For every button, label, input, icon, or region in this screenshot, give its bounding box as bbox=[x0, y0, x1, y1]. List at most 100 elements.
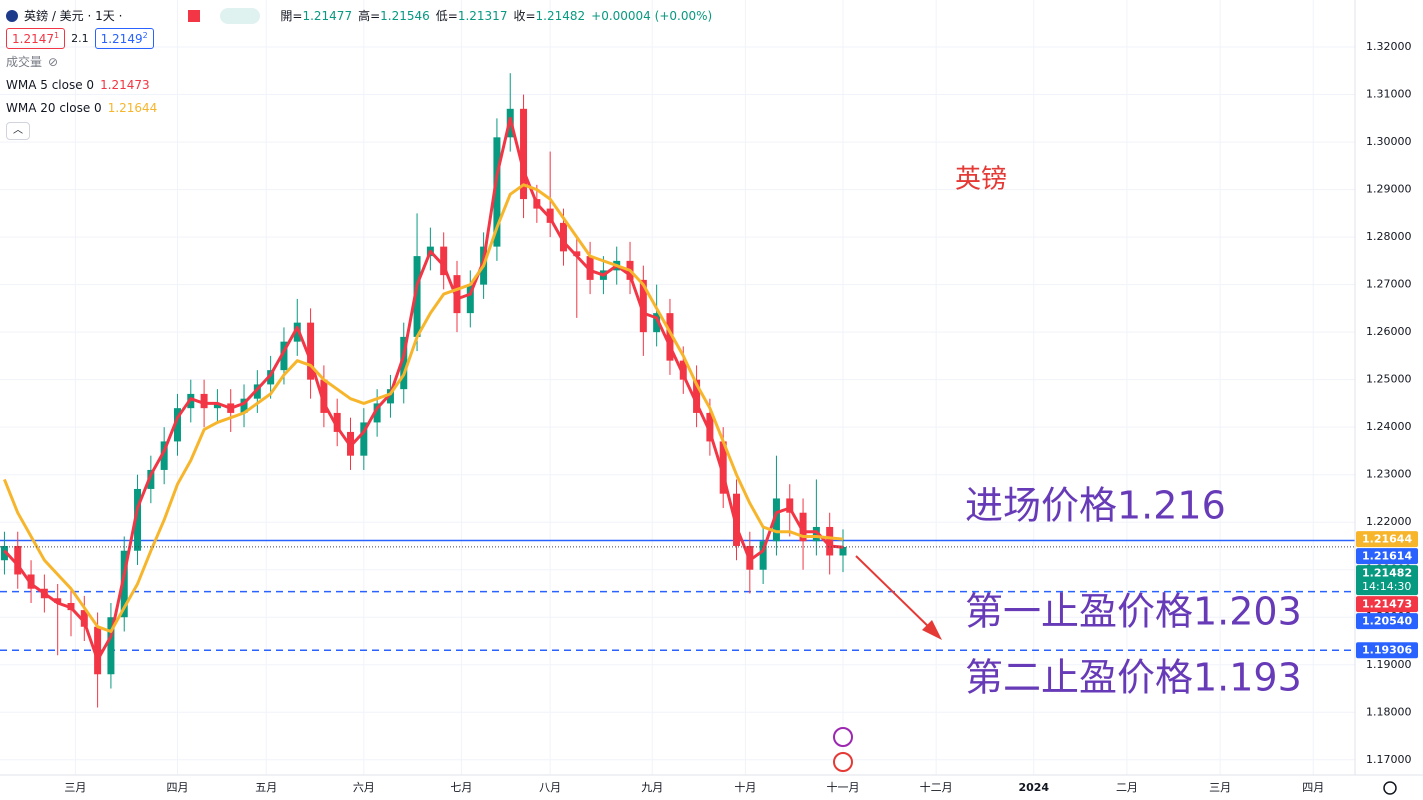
y-tick-label: 1.25000 bbox=[1366, 373, 1412, 386]
candle-body bbox=[653, 313, 661, 333]
arrow bbox=[855, 555, 935, 633]
ohlc-item: 收=1.21482 bbox=[513, 7, 585, 24]
candle-body bbox=[0, 545, 8, 561]
buy-price: 1.2149 bbox=[100, 32, 143, 46]
y-tick-label: 1.32000 bbox=[1366, 40, 1412, 53]
y-tick-label: 1.18000 bbox=[1366, 705, 1412, 718]
candle-body bbox=[94, 626, 102, 675]
price-label-box bbox=[1356, 596, 1418, 613]
x-tick-label: 十二月 bbox=[920, 780, 953, 794]
y-tick-label: 1.29000 bbox=[1366, 183, 1412, 196]
legend: 英鎊 / 美元 · 1天 · 開=1.21477 高=1.21546 低=1.213… bbox=[6, 4, 712, 142]
price-label: 1.21644 bbox=[1362, 533, 1412, 546]
y-tick-label: 1.22000 bbox=[1366, 515, 1412, 528]
x-tick-label: 九月 bbox=[641, 781, 663, 794]
candle-body bbox=[80, 610, 88, 627]
candle-body bbox=[320, 379, 328, 413]
symbol: 英鎊 / 美元 · 1天 · bbox=[24, 9, 123, 23]
x-tick-label: 八月 bbox=[539, 781, 561, 794]
candle-body bbox=[14, 545, 22, 575]
price-label-box bbox=[1356, 613, 1418, 630]
wma5-row: WMA 5 close 0 1.21473 bbox=[6, 73, 712, 96]
candle-body bbox=[799, 512, 807, 542]
candle-body bbox=[440, 246, 448, 276]
arrow-head bbox=[922, 620, 942, 640]
x-tick-label: 七月 bbox=[450, 781, 472, 794]
candle-body bbox=[240, 398, 248, 413]
price-label: 1.21614 bbox=[1362, 550, 1412, 563]
y-tick-label: 1.26000 bbox=[1366, 325, 1412, 338]
price-label: 1.20540 bbox=[1362, 615, 1412, 628]
ohlc-value: 1.21482 bbox=[535, 9, 586, 23]
legend-name: WMA 20 close 0 bbox=[6, 100, 102, 115]
buy-frac: 2 bbox=[142, 31, 148, 40]
sell-button[interactable]: 1.21471 bbox=[6, 28, 66, 49]
candle-body bbox=[520, 108, 528, 200]
candle-body bbox=[160, 441, 168, 470]
x-tick-label: 四月 bbox=[1302, 781, 1324, 794]
y-tick-label: 1.31000 bbox=[1366, 88, 1412, 101]
sell-frac: 1 bbox=[54, 31, 60, 40]
ohlc-item: 開=1.21477 bbox=[280, 7, 352, 24]
candle-body bbox=[493, 137, 501, 247]
candle-body bbox=[733, 493, 741, 546]
x-tick-label: 二月 bbox=[1116, 781, 1138, 794]
change: +0.00004 (+0.00%) bbox=[591, 8, 713, 23]
candle-body bbox=[253, 384, 261, 399]
legend-value: 1.21473 bbox=[100, 77, 150, 92]
candle-body bbox=[360, 422, 368, 456]
x-tick-label: 四月 bbox=[166, 781, 188, 794]
ohlc-value: 1.21546 bbox=[380, 9, 430, 23]
legend-value: 1.21644 bbox=[107, 100, 158, 115]
price-label-box bbox=[1356, 531, 1418, 548]
y-tick-label: 1.27000 bbox=[1366, 278, 1412, 291]
candle-body bbox=[307, 322, 315, 380]
candle-body bbox=[759, 541, 767, 570]
candle-body bbox=[280, 341, 288, 371]
candle-body bbox=[546, 208, 554, 223]
candle-body bbox=[213, 403, 221, 409]
candle-body bbox=[120, 550, 128, 618]
x-tick-label: 十月 bbox=[734, 780, 756, 794]
candle-body bbox=[200, 393, 208, 409]
price-label-box bbox=[1356, 642, 1418, 659]
status-pill[interactable] bbox=[220, 7, 261, 24]
candle-body bbox=[134, 488, 142, 551]
hide-icon[interactable]: ⊘ bbox=[48, 54, 59, 69]
candle-body bbox=[786, 498, 794, 513]
event-icon[interactable] bbox=[833, 727, 853, 747]
candle-body bbox=[666, 313, 674, 361]
candle-body bbox=[812, 526, 820, 542]
event-icon[interactable] bbox=[833, 752, 853, 772]
candle-body bbox=[573, 251, 581, 257]
volume: 成交量 bbox=[6, 55, 43, 69]
candle-body bbox=[400, 336, 408, 390]
buy-button[interactable]: 1.21492 bbox=[94, 28, 154, 49]
indicator-line bbox=[3, 116, 844, 662]
candle-body bbox=[453, 275, 461, 314]
annotation: 英镑 bbox=[955, 165, 1007, 195]
spread: 2.1 bbox=[71, 32, 89, 45]
price-label: 1.21482 bbox=[1362, 567, 1412, 580]
annotation: 第二止盈价格1.193 bbox=[965, 656, 1302, 700]
symbol-row: 英鎊 / 美元 · 1天 · 開=1.21477 高=1.21546 低=1.213… bbox=[6, 4, 712, 27]
ohlc-item: 低=1.21317 bbox=[436, 7, 508, 24]
price-label: 1.19306 bbox=[1362, 644, 1412, 657]
flag-button[interactable] bbox=[188, 9, 201, 22]
x-tick-label: 六月 bbox=[353, 781, 375, 794]
collapse-button[interactable]: ︿ bbox=[6, 121, 30, 140]
price-label-box bbox=[1356, 548, 1418, 565]
candle-body bbox=[333, 412, 341, 432]
candle-body bbox=[386, 389, 394, 404]
settings-icon[interactable] bbox=[1383, 781, 1397, 795]
candle-body bbox=[107, 617, 115, 675]
x-tick-label: 三月 bbox=[64, 781, 86, 794]
candle-body bbox=[706, 412, 714, 442]
y-tick-label: 1.24000 bbox=[1366, 420, 1412, 433]
ohlc-value: 1.21317 bbox=[457, 9, 508, 23]
x-tick-label: 三月 bbox=[1209, 781, 1231, 794]
candle-body bbox=[826, 526, 834, 556]
annotation: 进场价格1.216 bbox=[965, 484, 1226, 528]
